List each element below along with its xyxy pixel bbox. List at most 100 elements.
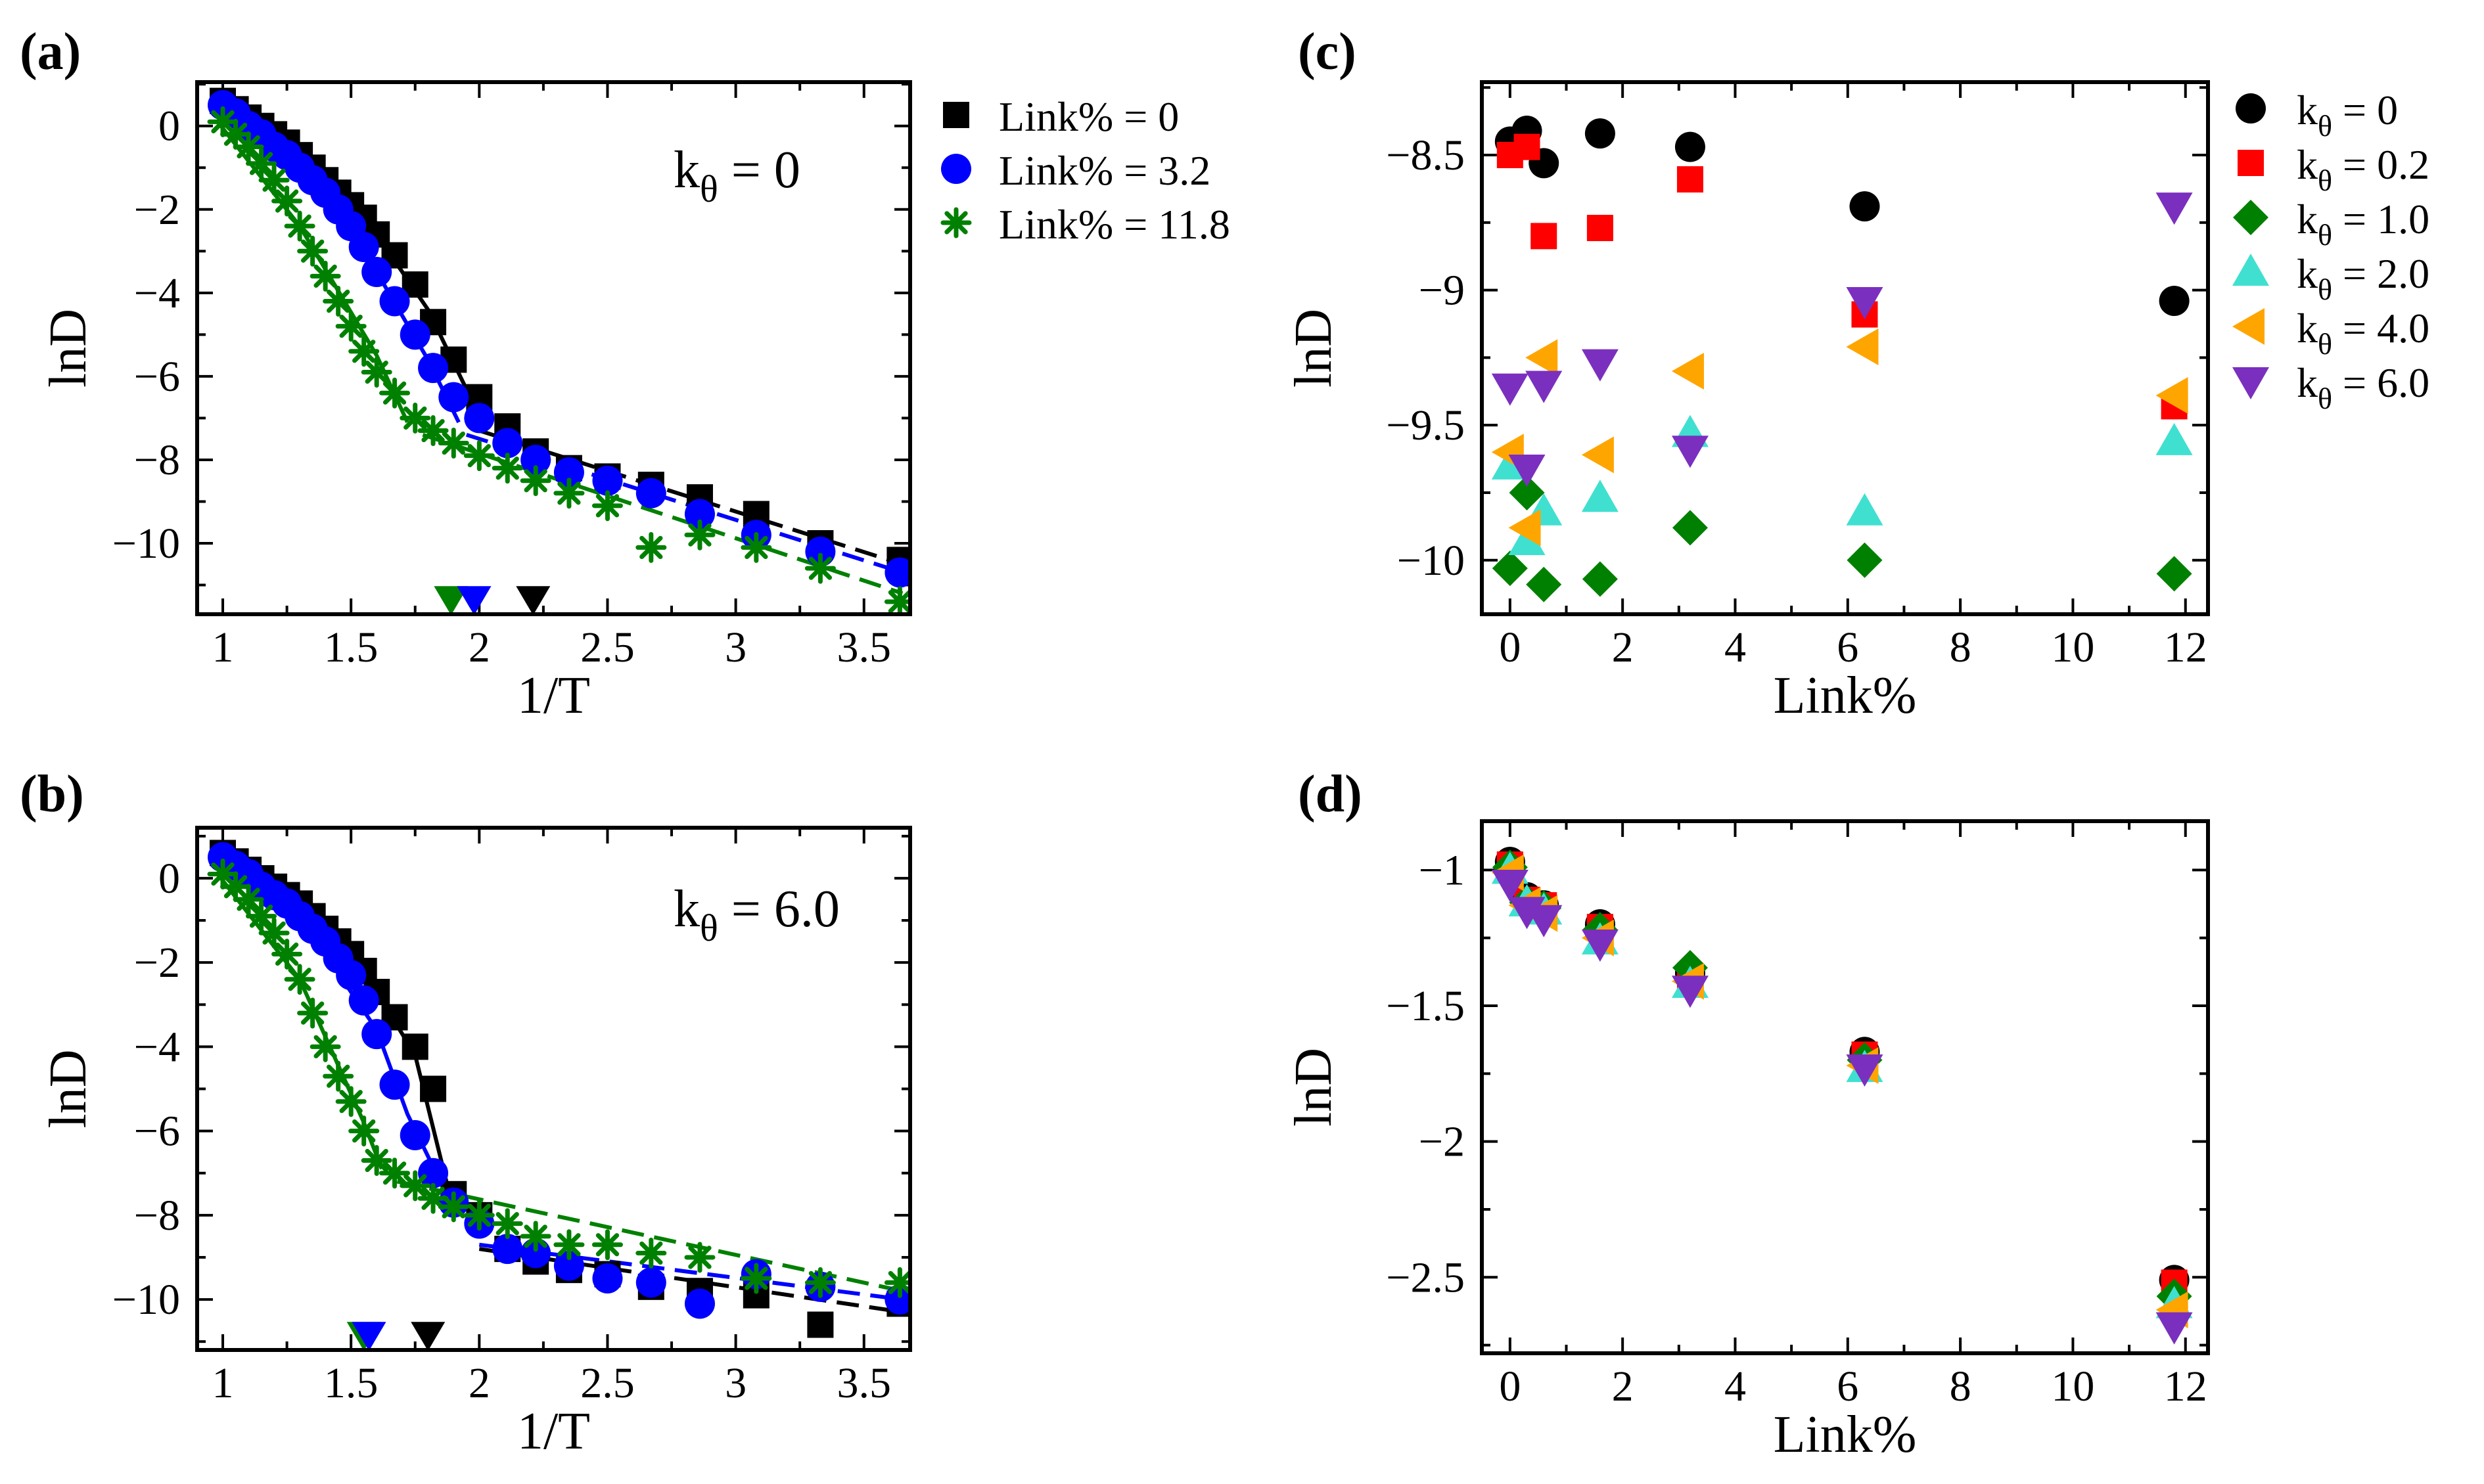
x-tick-label: 12 — [2164, 623, 2207, 671]
x-tick-label: 10 — [2051, 1362, 2094, 1410]
legend-label: kθ = 0 — [2297, 87, 2398, 143]
data-point — [361, 1019, 392, 1050]
series-2 — [1492, 474, 2192, 602]
panel-label: (d) — [1298, 765, 1362, 823]
data-point — [1849, 191, 1880, 222]
y-axis-label: lnD — [1285, 309, 1343, 388]
panel-label: (c) — [1298, 23, 1356, 81]
data-point — [1846, 328, 1879, 365]
panel-label: (b) — [20, 765, 84, 823]
data-point — [379, 286, 410, 317]
data-point — [323, 1060, 354, 1092]
y-tick-label: −1.5 — [1386, 982, 1465, 1030]
data-point — [1508, 897, 1546, 930]
legend-theta: θ — [2318, 382, 2332, 415]
data-point — [323, 286, 354, 317]
data-point — [553, 1229, 585, 1261]
y-axis-label: lnD — [1285, 1048, 1343, 1127]
data-point — [463, 440, 495, 472]
y-tick-label: −9 — [1419, 267, 1465, 315]
data-point — [1530, 223, 1557, 250]
data-point — [553, 457, 584, 487]
legend-label: kθ = 4.0 — [2297, 305, 2429, 361]
data-point — [1509, 474, 1545, 510]
legend-label: kθ = 1.0 — [2297, 196, 2429, 252]
legend-marker — [940, 207, 972, 238]
legend-marker — [2236, 93, 2266, 124]
data-point — [1513, 133, 1540, 160]
series-1 — [1496, 133, 2188, 420]
legend-link: Link% = 0 Link% = 3.2 Link% = 11.8 — [940, 93, 1230, 248]
series-2 — [1492, 849, 2192, 1315]
x-axis-label: Link% — [1774, 1406, 1917, 1464]
data-point — [1846, 287, 1883, 320]
data-point — [2159, 286, 2190, 317]
legend-label: Link% = 3.2 — [999, 147, 1210, 194]
transition-marker — [411, 1322, 446, 1350]
x-tick-label: 2 — [1612, 1362, 1634, 1410]
annotation-theta: θ — [700, 168, 718, 210]
series-1 — [208, 89, 910, 588]
data-point — [492, 428, 523, 459]
x-tick-label: 2 — [1612, 623, 1634, 671]
legend-label: Link% = 11.8 — [999, 201, 1230, 248]
plot-area — [207, 840, 910, 1350]
data-point — [207, 859, 239, 890]
data-point — [379, 1069, 410, 1100]
panel-1: (b) 1 1.5 2 2.5 3 3.5 0 −2 −4 −6 −8 −10 1/T lnD kθ = 6.… — [20, 765, 912, 1460]
data-point — [492, 1208, 523, 1240]
x-tick-label: 8 — [1950, 1362, 1971, 1410]
x-tick-label: 6 — [1837, 623, 1858, 671]
transition-marker — [457, 586, 492, 614]
plot-frame — [1480, 819, 2210, 1355]
y-tick-label: −4 — [134, 1023, 180, 1071]
legend-k: k — [2297, 87, 2318, 133]
data-point — [297, 997, 329, 1029]
data-point — [635, 1238, 667, 1269]
data-point — [1508, 454, 1546, 487]
data-point — [592, 465, 623, 496]
data-point — [635, 1267, 666, 1298]
legend-value: = 0.2 — [2332, 141, 2429, 188]
data-point — [2155, 192, 2193, 225]
annotation-k: k — [674, 141, 700, 199]
data-point — [361, 257, 392, 288]
data-point — [464, 403, 495, 434]
data-point — [379, 1158, 411, 1189]
legend-marker — [2232, 308, 2265, 345]
data-point — [402, 1033, 428, 1060]
data-point — [1526, 566, 1562, 602]
y-tick-label: −2 — [1419, 1118, 1465, 1166]
panel-2: (c) 0 2 4 6 8 10 12 −8.5 −9 −9.5 −10 Link% lnD — [1285, 23, 2210, 725]
data-point — [1492, 551, 1528, 587]
data-point — [1525, 905, 1563, 937]
data-point — [418, 1158, 449, 1188]
legend-theta: θ — [2318, 218, 2332, 252]
x-tick-label: 8 — [1950, 623, 1971, 671]
ticks — [1482, 821, 2208, 1353]
legend-k: k — [2297, 196, 2318, 242]
legend-k: k — [2297, 250, 2318, 297]
y-tick-label: −2 — [134, 186, 180, 234]
transition-marker — [352, 1322, 386, 1350]
data-point — [684, 499, 715, 529]
data-point — [348, 336, 380, 367]
data-point — [348, 231, 379, 262]
transition-marker — [516, 586, 551, 614]
data-point — [258, 164, 290, 196]
data-point — [684, 1242, 716, 1273]
y-tick-label: −8.5 — [1386, 131, 1465, 179]
data-point — [1581, 929, 1619, 962]
data-point — [591, 490, 623, 522]
data-point — [1584, 118, 1615, 149]
y-axis-label: lnD — [39, 1050, 97, 1129]
legend-label: kθ = 6.0 — [2297, 359, 2429, 415]
data-point — [492, 1234, 523, 1265]
series-5 — [1491, 192, 2193, 487]
annotation-value: = 0 — [718, 141, 800, 199]
y-axis-label: lnD — [39, 309, 97, 388]
y-tick-label: −10 — [1397, 537, 1465, 585]
data-point — [271, 185, 303, 217]
x-tick-label: 6 — [1837, 1362, 1858, 1410]
data-point — [400, 1170, 431, 1202]
